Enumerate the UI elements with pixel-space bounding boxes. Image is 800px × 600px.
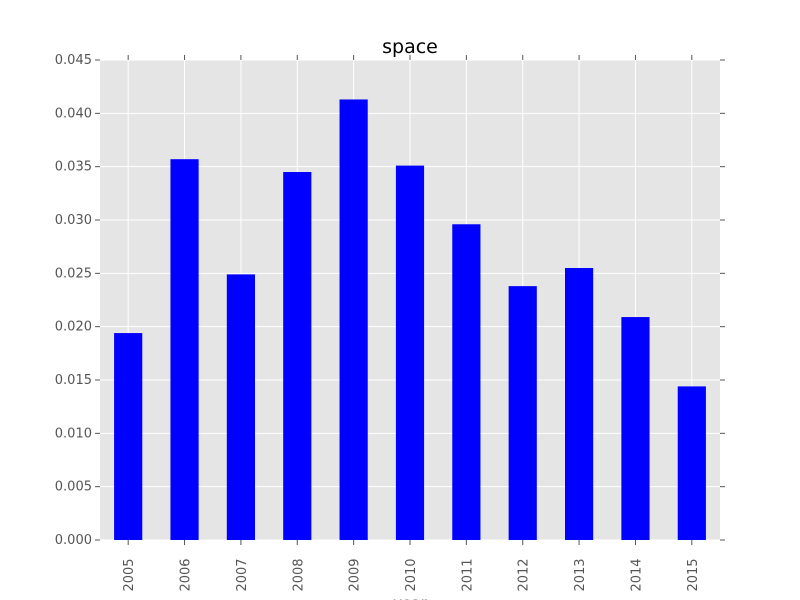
y-tick-label: 0.015 [55, 373, 92, 388]
bar-2011 [452, 224, 481, 540]
x-tick-label: 2015 [686, 558, 701, 591]
y-tick-label: 0.010 [55, 426, 92, 441]
y-tick-label: 0.000 [55, 533, 92, 548]
bars [114, 99, 706, 540]
bar-2010 [395, 165, 425, 540]
x-tick-label: 2007 [235, 558, 250, 591]
x-tick-label: 2012 [517, 558, 532, 591]
x-tick-label: 2005 [122, 558, 137, 591]
bar-2008 [283, 172, 312, 540]
bar-2014 [621, 317, 650, 540]
bar-2013 [565, 268, 594, 540]
y-tick-label: 0.025 [55, 266, 92, 281]
x-tick-labels: 2005 2006 2007 2008 2009 2010 2011 2012 2013 2014… [122, 558, 701, 591]
x-tick-label: 2006 [179, 558, 194, 591]
bar-2007 [226, 274, 255, 540]
bar-2009 [339, 99, 368, 540]
x-tick-label: 2009 [348, 558, 363, 591]
tick-marks [95, 55, 725, 545]
bar-2012 [508, 286, 537, 540]
x-axis-label: year [393, 594, 427, 600]
x-tick-label: 2008 [291, 558, 306, 591]
y-tick-label: 0.040 [55, 106, 92, 121]
bar-2006 [170, 159, 199, 540]
bar-2005 [114, 333, 143, 540]
x-tick-label: 2014 [629, 558, 644, 591]
y-tick-label: 0.020 [55, 320, 92, 335]
y-tick-labels: 0.000 0.005 0.010 0.015 0.020 0.025 0.030 0.035… [55, 53, 92, 548]
x-tick-label: 2013 [573, 558, 588, 591]
y-tick-label: 0.005 [55, 480, 92, 495]
x-tick-label: 2010 [404, 558, 419, 591]
bar-2015 [677, 386, 706, 540]
x-tick-label: 2011 [460, 558, 475, 591]
y-tick-label: 0.035 [55, 160, 92, 175]
chart-title: space [382, 36, 438, 58]
y-tick-label: 0.045 [55, 53, 92, 68]
y-tick-label: 0.030 [55, 213, 92, 228]
